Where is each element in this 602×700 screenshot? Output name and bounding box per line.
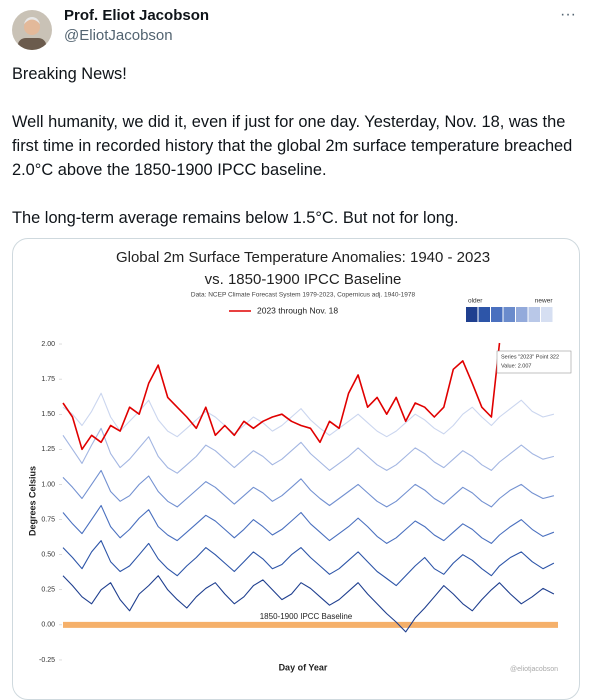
chart-source: Data: NCEP Climate Forecast System 1979-… [191,292,416,299]
watermark: @eliotjacobson [510,666,558,673]
year-line [62,540,555,587]
page: Prof. Eliot Jacobson @EliotJacobson ··· … [12,6,590,700]
scale-swatch [516,307,528,322]
y-tick-label: 0.50 [41,552,55,559]
y-axis-label: Degrees Celsius [27,466,37,536]
y-tick-label: 1.25 [41,446,55,453]
y-tick-label: -0.25 [39,657,55,664]
y-tick-label: 1.00 [41,481,55,488]
more-menu[interactable]: ··· [560,6,576,23]
scale-swatch [466,307,478,322]
y-tick-label: 0.25 [41,587,55,594]
scale-swatch [478,307,490,322]
scale-swatch [528,307,540,322]
tweet-paragraph: Breaking News! [12,65,127,83]
highlight-line [62,342,501,451]
year-line [62,469,555,508]
y-tick-label: 1.75 [41,376,55,383]
year-line [62,504,555,544]
scale-swatch [541,307,553,322]
scale-high-label: newer [535,298,554,305]
author-handle[interactable]: @EliotJacobson [64,27,173,44]
legend-label: 2023 through Nov. 18 [257,305,338,315]
chart-subtitle: vs. 1850-1900 IPCC Baseline [205,271,402,288]
y-tick-label: 2.00 [41,341,55,348]
scale-low-label: older [468,298,483,305]
y-tick-label: 0.75 [41,516,55,523]
x-axis-label: Day of Year [279,662,328,672]
tooltip-title: Series "2023" Point 322 [501,354,559,360]
year-line [62,427,555,474]
scale-swatch [491,307,503,322]
year-line [62,575,555,633]
year-line [62,392,555,438]
scale-swatch [503,307,515,322]
avatar[interactable] [12,10,52,50]
chart-title: Global 2m Surface Temperature Anomalies:… [116,249,490,266]
tooltip-box [496,350,572,374]
author-name[interactable]: Prof. Eliot Jacobson [64,7,210,24]
tweet-paragraph: The long-term average remains below 1.5°… [12,209,459,227]
baseline-label: 1850-1900 IPCC Baseline [260,612,353,621]
tooltip-value: Value: 2.007 [501,363,531,369]
y-tick-label: 1.50 [41,411,55,418]
y-tick-label: 0.00 [41,622,55,629]
tweet-text: Breaking News! Well humanity, we did it, … [12,62,590,254]
chart: Global 2m Surface Temperature Anomalies:… [27,249,572,673]
media-card[interactable]: Global 2m Surface Temperature Anomalies:… [12,238,580,700]
tweet-paragraph: Well humanity, we did it, even if just f… [12,113,573,179]
